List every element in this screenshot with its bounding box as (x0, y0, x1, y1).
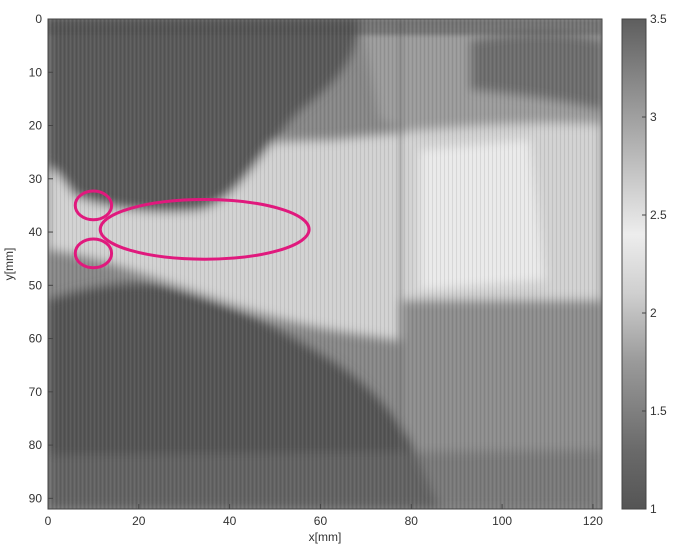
colorbar-tick-label: 2 (650, 306, 657, 320)
stripe-texture (48, 19, 602, 509)
heatmap (48, 19, 602, 509)
colorbar-axis: 1 1.5 2 2.5 3 3.5 (642, 12, 667, 516)
x-tick-label: 100 (492, 514, 512, 528)
y-axis: 0 10 20 30 40 50 60 70 80 90 (29, 12, 53, 505)
y-tick-label: 30 (29, 172, 43, 186)
plot-frame (47, 18, 603, 510)
colorbar (621, 18, 647, 510)
x-tick-label: 80 (405, 514, 419, 528)
y-tick-label: 50 (29, 278, 43, 292)
x-axis: 0 20 40 60 80 100 120 (45, 504, 603, 528)
highlight-ellipse (73, 189, 114, 222)
x-tick-label: 40 (223, 514, 237, 528)
y-tick-label: 40 (29, 225, 43, 239)
colorbar-tick-label: 3.5 (650, 12, 667, 26)
y-axis-label: y[mm] (2, 248, 16, 281)
y-tick-label: 70 (29, 385, 43, 399)
x-tick-label: 120 (583, 514, 603, 528)
colorbar-tick-label: 2.5 (650, 208, 667, 222)
highlight-ellipse (73, 237, 114, 270)
colorbar-tick-label: 1 (650, 502, 657, 516)
y-tick-label: 0 (35, 12, 42, 26)
x-tick-label: 0 (45, 514, 52, 528)
highlight-ellipse (98, 198, 311, 261)
y-tick-label: 90 (29, 491, 43, 505)
y-tick-label: 10 (29, 65, 43, 79)
colorbar-tick-label: 3 (650, 110, 657, 124)
annotations (73, 189, 311, 270)
y-tick-label: 20 (29, 119, 43, 133)
colorbar-tick-label: 1.5 (650, 404, 667, 418)
x-tick-label: 60 (314, 514, 328, 528)
x-axis-label: x[mm] (309, 530, 342, 544)
x-tick-label: 20 (132, 514, 146, 528)
y-tick-label: 80 (29, 438, 43, 452)
y-tick-label: 60 (29, 332, 43, 346)
